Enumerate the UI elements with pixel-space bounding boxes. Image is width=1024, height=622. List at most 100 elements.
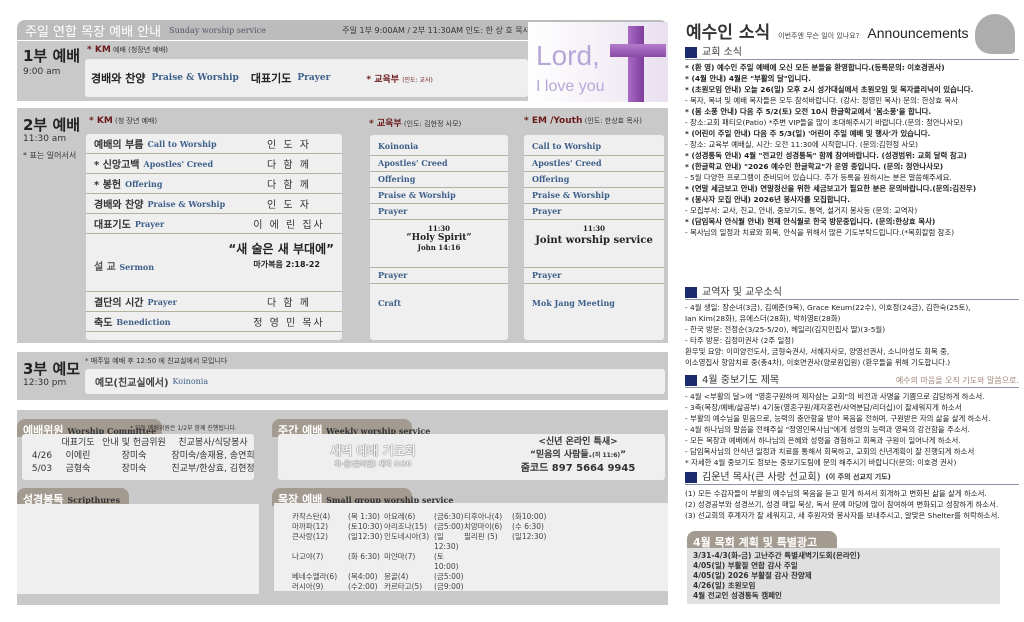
service-3-time: 12:30 pm <box>23 378 67 388</box>
group-name: 아요레(6) <box>384 512 416 521</box>
prayer-line: - 4월 <부활의 달>에 "영혼구원하여 제자삼는 교회"의 비전과 사명을 … <box>685 392 985 401</box>
km-note: 예배 (청장년 예배) <box>113 46 169 54</box>
service-3-title: 3부 예모 <box>23 360 81 378</box>
plan-item: 4/05(일) 부활절 연합 감사 주일 <box>693 561 798 570</box>
edu-note: (인도: 김현정 사모) <box>403 120 462 128</box>
group-time <box>512 582 548 592</box>
church-line: * (성경통독 안내) 4월 "전교인 성경통독" 함께 참여바랍니다. (성경… <box>685 151 967 160</box>
zoom-code: 줌코드 897 5664 9945 <box>520 463 636 474</box>
announce-title: 예수인 소식 <box>686 23 771 43</box>
group-name: 아리조나(15) <box>384 522 427 531</box>
em-time: 11:30 <box>582 224 606 233</box>
staff-line: - 한국 방문: 전정순(3/25-5/20), 헤일리(김지민집사 딸)(3-… <box>685 325 886 334</box>
group-name: 인도네시아(3) <box>384 532 430 541</box>
weekly-tab: 주간 예배 Weekly worship service <box>272 419 430 437</box>
mission-note: (이 주의 선교지 기도) <box>825 472 891 481</box>
header-subtitle: Sunday worship service <box>169 25 266 35</box>
prayer-line: - 부활의 예수님을 믿음으로, 능력의 충만함을 받아 복음을 전하며, 구원… <box>685 414 991 423</box>
em-item: Mok Jang Meeting <box>532 298 615 308</box>
em-item: Prayer <box>524 268 664 284</box>
order-row: 예배의 부름 Call to Worship 인 도 자 <box>86 134 342 154</box>
group-time: (일12:30) <box>512 532 547 541</box>
scripture-tab: 성경봉독 Scripthures <box>17 488 129 506</box>
group-time: (금6:30) <box>434 512 464 521</box>
em-message: 11:30 Joint worship service <box>524 220 664 268</box>
edu-item: Apostles' Creed <box>370 156 508 172</box>
group-time: (토10:30) <box>348 522 383 531</box>
edu-item: Prayer <box>370 268 508 284</box>
edu-note: (인도: 교사) <box>402 76 433 84</box>
committee-header: 친교봉사/식당봉사 <box>178 438 248 448</box>
smallgroup-box: 카작스탄(4) (목 1:30) 아요레(6) (금6:30) 티후아나(4) (화10:… <box>274 503 668 591</box>
order-item-leader: 인 도 자 <box>267 140 311 151</box>
scripture-box <box>17 504 259 594</box>
order-item-en: Apostles' Creed <box>143 158 214 169</box>
edu-item: Offering <box>370 172 508 188</box>
em-title: Joint worship service <box>535 235 653 246</box>
dawn-time: 화-금(온라인) 새벽 5:30 <box>334 460 412 468</box>
order-item-leader: 인 도 자 <box>267 200 311 211</box>
church-line: * (환 영) 예수인 주일 예배에 오신 모든 분들을 환영합니다.(등록문의… <box>685 63 945 72</box>
prayer-line: - 4월 하나님의 말씀을 전해주실 "정영민목사님"에게 성령의 능력과 영육… <box>685 425 970 434</box>
smallgroup-tab: 목장 예배 Small group worship service <box>272 488 453 506</box>
edu-item: Praise & Worship <box>370 188 508 204</box>
staff-news: 교역자 및 교우소식 - 4월 생일: 장순녀(3금), 김예준(9목), Gr… <box>685 285 1019 368</box>
koinonia-label: 예모(친교실에서) <box>95 378 169 389</box>
edu-label: 교육부 <box>376 119 402 129</box>
group-name: 미얀마(7) <box>384 552 416 561</box>
order-row: 결단의 시간 Prayer 다 함 께 <box>86 292 342 312</box>
service-1-title: 1부 예배 <box>23 47 81 65</box>
church-line: - 모집부서: 교사, 친교, 안내, 중보기도, 통역, 설거지 봉사등 (문… <box>685 206 918 215</box>
committee-cell: 장미숙 <box>121 464 147 474</box>
church-line: - 목사님의 일정과 치료와 회복, 안식을 위해서 많은 기도부탁드립니다.(… <box>685 228 955 237</box>
service-3: 3부 예모 12:30 pm * 매주일 예배 후 12:50 에 친교실에서 … <box>17 352 668 400</box>
worship-header: 주일 연합 목장 예배 안내 Sunday worship service 주일… <box>17 20 668 40</box>
service-2: 2부 예배 11:30 am * 표는 일어서서 * KM (청 장년 예배) … <box>17 108 668 343</box>
em-note: (인도: 한상효 목사) <box>584 117 642 125</box>
plan-item: 3/31-4/3(화-금) 고난주간 특별새벽기도회(온라인) <box>693 551 861 560</box>
committee-cell: 이에린 <box>65 451 91 461</box>
group-name: 치앙마이(6) <box>464 522 503 531</box>
committee-cell: 장미숙 <box>121 451 147 461</box>
service-1: 1부 예배 9:00 am * KM 예배 (청장년 예배) 경배와 찬양 Pr… <box>17 41 528 101</box>
sermon-title: “새 술은 새 부대에” <box>228 242 334 256</box>
edu-message: 11:30 “Holy Spirit” John 14:16 <box>370 220 508 268</box>
committee-header <box>28 437 56 450</box>
committee-header: 안내 및 헌금위원 <box>102 438 166 448</box>
order-item-en: Praise & Worship <box>147 198 226 209</box>
km-label: KM <box>96 116 113 126</box>
group-name <box>464 582 512 592</box>
hero-line1: Lord, <box>536 40 600 71</box>
church-line: * (초원모임 안내) 오늘 26(일) 오후 2시 성가대실에서 초원모임 및… <box>685 85 974 94</box>
group-time: (목4:00) <box>348 572 378 581</box>
prayer-topics: 4월 중보기도 제목 예수의 마음을 오직 기도와 말씀으로. - 4월 <부활의… <box>685 373 1019 468</box>
hero-line2: I love you <box>536 78 605 95</box>
prayer-line: - 3축(목장/예배/삶공부) 4기둥(영혼구원/제자훈련/사역분담/리더십)이… <box>685 403 962 412</box>
church-line: * (담임목사 안식월 안내) 현재 안식월로 한국 방문중입니다. (문의:한… <box>685 217 936 226</box>
group-name: 필리핀 (5) <box>464 532 498 541</box>
order-item-en: Prayer <box>134 218 165 229</box>
dawn-title: 새벽 예배 기도회 <box>330 444 416 458</box>
order-item-ko: * 봉헌 <box>94 180 122 191</box>
announce-title-en: Announcements <box>867 25 969 41</box>
order-box: 예배의 부름 Call to Worship 인 도 자 * 신앙고백 Apostles… <box>86 134 342 340</box>
order-item-leader: 다 함 께 <box>267 180 311 191</box>
trumpet-figure-icon <box>975 14 1015 54</box>
special-ref: (히 11:6) <box>592 452 621 459</box>
church-line: - 장소:교회 패티오(Patio) *주변 VIP들을 많이 초대해주시기 바… <box>685 118 963 127</box>
mission-line: (1) 모든 수감자들이 부활의 예수님의 복음을 듣고 믿게 하셔서 회개하고… <box>685 489 987 498</box>
stand-note: * 표는 일어서서 <box>23 151 77 160</box>
committee-header: 대표기도 <box>61 438 95 448</box>
group-time: (금9:00) <box>434 582 464 591</box>
edu-title: “Holy Spirit” <box>406 233 472 243</box>
plan-box: 3/31-4/3(화-금) 고난주간 특별새벽기도회(온라인) 4/05(일) 부… <box>687 548 1000 604</box>
edu-item: Craft <box>378 298 401 308</box>
group-time: (금5:00) <box>434 572 464 581</box>
edu-box: Koinonia Apostles' Creed Offering Praise & … <box>370 135 508 340</box>
sermon-verse: 마가복음 2:18-22 <box>253 260 320 269</box>
church-line: * (어린이 주일 안내) 다음 주 5/3(일) '어린이 주일 예배 및 행… <box>685 129 931 138</box>
mission-line: (3) 선교회의 후계자가 잘 세워지고, 새 후원자와 봉사자를 보내주시고,… <box>685 511 1000 520</box>
group-time: (수2:00) <box>348 582 378 591</box>
group-time: (일12:30) <box>434 532 459 551</box>
order-item-en: Call to Worship <box>147 138 217 149</box>
